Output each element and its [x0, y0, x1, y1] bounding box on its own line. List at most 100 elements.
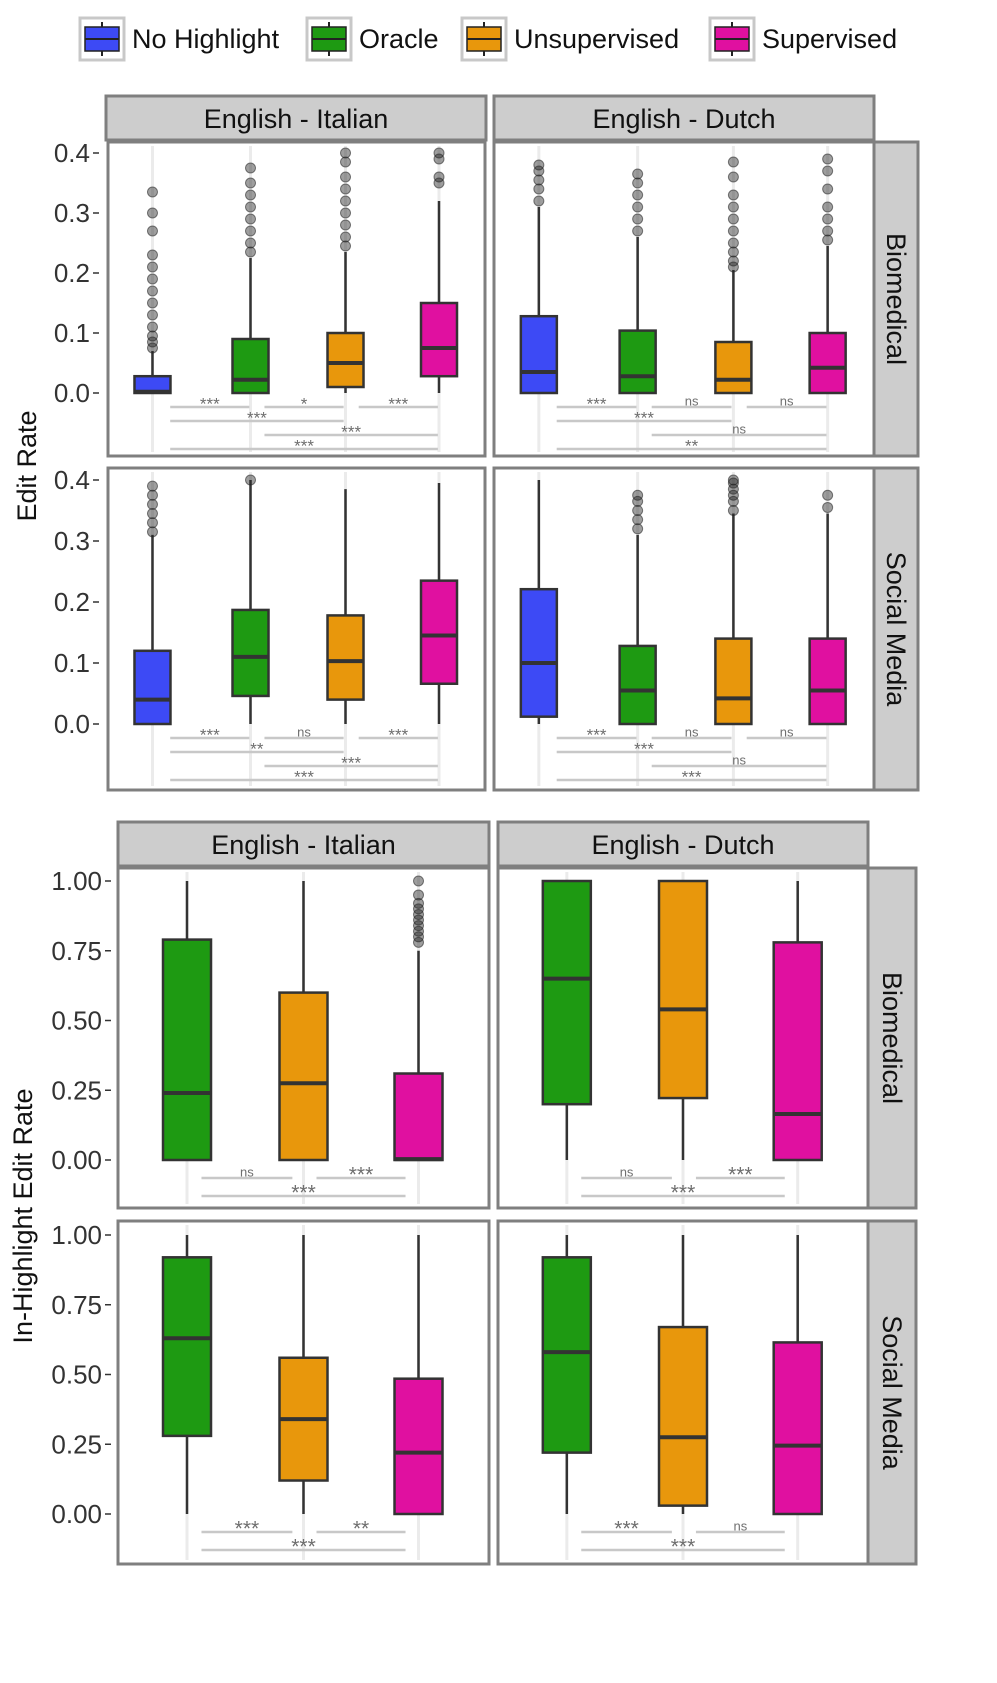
- outlier-point: [146, 498, 158, 510]
- legend-item-unsupervised: Unsupervised: [460, 16, 679, 62]
- row-strip: [872, 140, 920, 458]
- y-tick-label: 0.00: [51, 1145, 102, 1175]
- significance-label: ***: [291, 1182, 316, 1205]
- outlier-point: [413, 889, 425, 901]
- significance-label: ***: [587, 726, 607, 745]
- outlier-point: [146, 261, 158, 273]
- outlier-point: [727, 156, 739, 168]
- y-tick-label: 0.75: [51, 1290, 102, 1320]
- significance-label: ***: [614, 1518, 639, 1541]
- significance-label: ***: [341, 754, 361, 773]
- box-body: [133, 649, 172, 726]
- outlier-point: [340, 231, 352, 243]
- outlier-point: [533, 174, 545, 186]
- y-tick-label: 0.50: [51, 1006, 102, 1036]
- outlier-point: [727, 225, 739, 237]
- outlier-point: [146, 297, 158, 309]
- outlier-point: [146, 225, 158, 237]
- outlier-point: [632, 225, 644, 237]
- box-unsupervised: [326, 147, 365, 393]
- box-body: [278, 991, 329, 1162]
- box-body: [393, 1377, 444, 1516]
- outlier-point: [727, 474, 739, 486]
- y-tick-label: 0.1: [54, 648, 90, 678]
- box-supervised: [419, 147, 459, 393]
- outlier-point: [245, 177, 257, 189]
- panel: *** ns ns *** ns ***: [492, 466, 876, 792]
- legend-label: Unsupervised: [514, 24, 679, 54]
- outlier-point: [533, 195, 545, 207]
- box-oracle: [541, 879, 593, 1160]
- outlier-point: [146, 526, 158, 538]
- significance-label: ***: [341, 423, 361, 442]
- row-strip-label: Social Media: [877, 1315, 907, 1471]
- outlier-point: [146, 321, 158, 333]
- significance-label: ***: [634, 409, 654, 428]
- box-oracle: [618, 489, 657, 726]
- in-highlight-edit-rate-chart: English - Italian English - Dutch Biomedic…: [8, 820, 918, 1566]
- outlier-point: [632, 489, 644, 501]
- box-body: [231, 608, 270, 698]
- box-body: [714, 340, 753, 395]
- edit-rate-chart: English - Italian English - Dutch Biomedic…: [12, 94, 920, 792]
- box-body: [393, 1072, 444, 1162]
- box-supervised: [393, 1235, 444, 1516]
- y-tick-label: 0.0: [54, 378, 90, 408]
- box-oracle: [231, 474, 270, 724]
- outlier-point: [146, 489, 158, 501]
- row-strip-label: Social Media: [881, 552, 911, 708]
- y-tick-label: 0.00: [51, 1499, 102, 1529]
- outlier-point: [146, 186, 158, 198]
- outlier-point: [822, 153, 834, 165]
- outlier-point: [146, 273, 158, 285]
- outlier-point: [727, 171, 739, 183]
- column-strip-label: English - Dutch: [592, 104, 775, 134]
- outlier-point: [822, 501, 834, 513]
- box-body: [714, 637, 753, 726]
- panel: ns *** ***: [496, 866, 870, 1210]
- outlier-point: [822, 165, 834, 177]
- significance-label: ns: [732, 422, 746, 437]
- column-strip-label: English - Dutch: [591, 830, 774, 860]
- box-unsupervised: [278, 881, 329, 1162]
- y-tick-label: 0.25: [51, 1429, 102, 1459]
- row-strip-label: Biomedical: [877, 972, 907, 1104]
- outlier-point: [533, 165, 545, 177]
- significance-label: ***: [388, 726, 408, 745]
- box-no-highlight: [519, 480, 559, 724]
- box-oracle: [618, 168, 657, 395]
- significance-label: ***: [728, 1164, 753, 1187]
- box-supervised: [393, 875, 444, 1162]
- box-oracle: [161, 1235, 213, 1514]
- outlier-point: [433, 177, 445, 189]
- box-oracle: [541, 1235, 593, 1514]
- outlier-point: [413, 875, 425, 887]
- outlier-point: [727, 495, 739, 507]
- significance-label: ns: [685, 394, 699, 409]
- outlier-point: [413, 925, 425, 937]
- significance-label: **: [685, 437, 699, 456]
- outlier-point: [340, 195, 352, 207]
- outlier-point: [245, 189, 257, 201]
- box-supervised: [772, 1235, 823, 1516]
- y-axis-label: In-Highlight Edit Rate: [8, 1088, 38, 1343]
- box-unsupervised: [326, 489, 365, 724]
- outlier-point: [822, 234, 834, 246]
- significance-label: ***: [294, 768, 314, 787]
- y-tick-label: 0.2: [54, 587, 90, 617]
- outlier-point: [413, 920, 425, 932]
- box-body: [618, 329, 657, 395]
- outlier-point: [146, 508, 158, 520]
- y-axis-label: Edit Rate: [12, 410, 42, 521]
- significance-label: ***: [200, 726, 220, 745]
- column-strip: [116, 820, 491, 868]
- panel: *** ns ***********: [106, 466, 487, 792]
- outlier-point: [245, 213, 257, 225]
- legend-item-oracle: Oracle: [305, 16, 439, 62]
- outlier-point: [245, 474, 257, 486]
- outlier-point: [822, 183, 834, 195]
- y-tick-label: 0.1: [54, 318, 90, 348]
- outlier-point: [340, 240, 352, 252]
- box-unsupervised: [714, 474, 753, 726]
- box-body: [326, 614, 365, 701]
